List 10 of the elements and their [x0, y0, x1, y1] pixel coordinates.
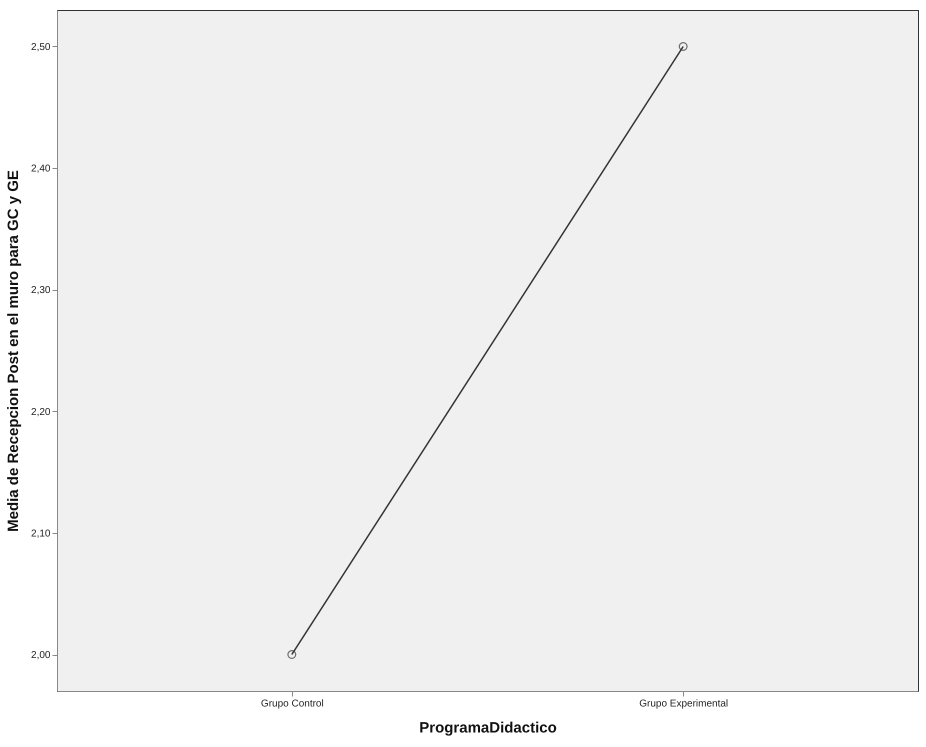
y-tick-label: 2,50	[31, 42, 51, 53]
y-tick-label: 2,20	[31, 406, 51, 418]
y-tick-label: 2,40	[31, 164, 51, 175]
x-axis-title: ProgramaDidactico	[419, 720, 557, 736]
x-tick-label: Grupo Experimental	[639, 698, 728, 710]
y-tick-label: 2,10	[31, 528, 51, 540]
y-tick-label: 2,30	[31, 285, 51, 296]
y-axis-title: Media de Recepcion Post en el muro para GC y GE	[5, 170, 22, 532]
x-tick-label: Grupo Control	[260, 698, 324, 710]
y-tick-label: 2,00	[31, 650, 51, 662]
